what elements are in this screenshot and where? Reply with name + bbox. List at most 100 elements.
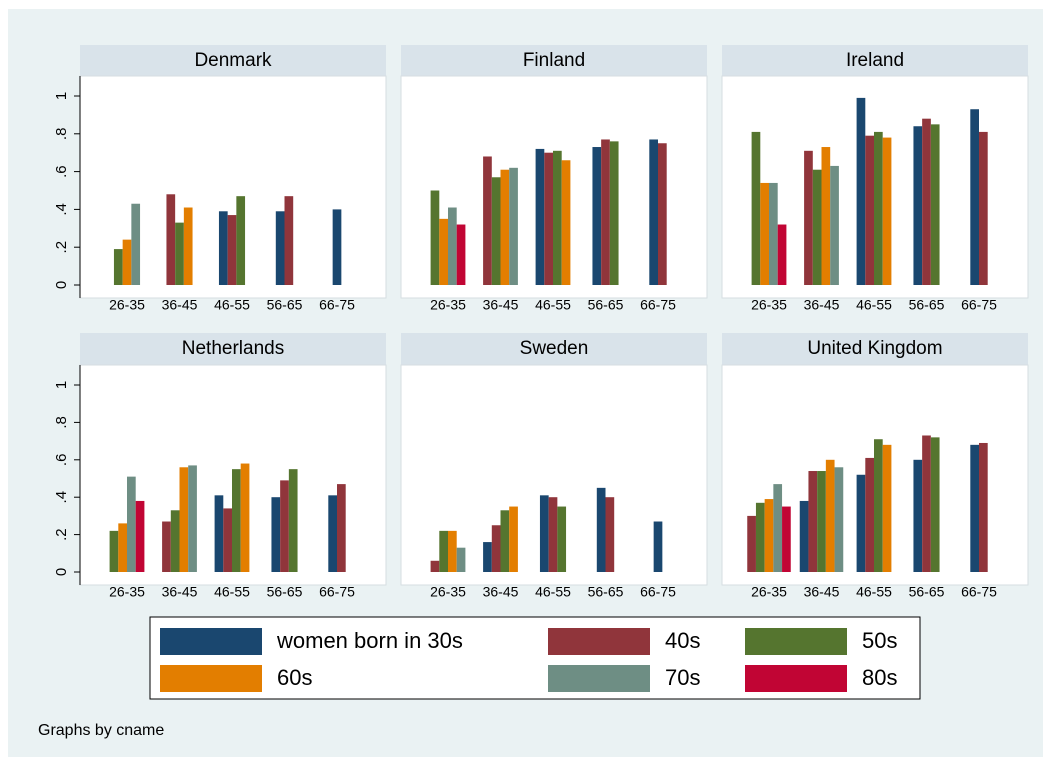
- note: Graphs by cname: [38, 722, 164, 739]
- panel-title: Denmark: [194, 50, 272, 71]
- bar: [188, 465, 197, 572]
- bar: [439, 530, 448, 572]
- legend-swatch: [548, 665, 650, 692]
- bar: [166, 194, 176, 285]
- x-tick-label: 26-35: [109, 584, 145, 600]
- bar: [777, 224, 787, 285]
- bar: [430, 190, 440, 285]
- bar: [227, 215, 237, 285]
- bar: [275, 211, 285, 285]
- bar: [649, 139, 658, 285]
- bar: [175, 222, 184, 285]
- x-tick-label: 46-55: [535, 584, 571, 600]
- x-tick-label: 36-45: [162, 297, 198, 313]
- panel-header: [401, 333, 707, 365]
- bar: [162, 521, 171, 572]
- bar: [456, 224, 466, 285]
- bar: [979, 131, 988, 285]
- bar: [448, 530, 457, 572]
- x-tick-label: 56-65: [267, 297, 303, 313]
- y-tick-label: 0: [53, 568, 70, 576]
- legend-swatch: [160, 665, 262, 692]
- bar: [544, 152, 553, 285]
- x-tick-label: 36-45: [483, 297, 519, 313]
- bar: [856, 474, 866, 572]
- bar: [548, 497, 558, 572]
- bar: [500, 169, 510, 285]
- legend-label: 70s: [665, 665, 700, 690]
- bar: [218, 211, 228, 285]
- y-tick-label: .6: [53, 165, 70, 178]
- bar: [605, 497, 615, 572]
- panel-header: [722, 45, 1028, 76]
- bar: [882, 444, 892, 572]
- bar: [509, 506, 518, 572]
- x-tick-label: 36-45: [162, 584, 198, 600]
- bar: [113, 249, 123, 285]
- bar: [930, 124, 940, 285]
- bar: [332, 209, 342, 285]
- bar: [865, 457, 874, 572]
- bar: [491, 177, 501, 285]
- x-tick-label: 26-35: [751, 297, 787, 313]
- bar: [804, 150, 813, 285]
- bar: [913, 459, 923, 572]
- bar: [817, 471, 826, 572]
- x-tick-label: 66-75: [319, 297, 355, 313]
- bar: [122, 239, 132, 285]
- bar: [214, 495, 224, 572]
- bar: [430, 560, 440, 572]
- bar: [535, 148, 545, 285]
- bar: [284, 196, 294, 285]
- bar: [922, 435, 931, 572]
- bar: [131, 203, 141, 285]
- bar: [179, 467, 189, 572]
- bar: [830, 165, 839, 285]
- x-tick-label: 66-75: [961, 297, 997, 313]
- bar: [288, 469, 298, 572]
- x-tick-label: 56-65: [909, 297, 945, 313]
- bar: [491, 525, 501, 572]
- legend-label: 80s: [862, 665, 897, 690]
- legend-label: 40s: [665, 628, 700, 653]
- bar: [561, 160, 571, 285]
- x-tick-label: 56-65: [588, 297, 624, 313]
- x-tick-label: 26-35: [109, 297, 145, 313]
- y-tick-label: .6: [53, 454, 70, 467]
- bar: [922, 118, 931, 286]
- x-tick-label: 36-45: [483, 584, 519, 600]
- bar: [170, 510, 180, 572]
- bar: [773, 484, 783, 572]
- y-tick-label: .2: [53, 241, 70, 254]
- x-tick-label: 26-35: [751, 584, 787, 600]
- x-tick-label: 66-75: [961, 584, 997, 600]
- panel-title: Netherlands: [182, 338, 284, 359]
- bar: [808, 471, 818, 572]
- x-tick-label: 26-35: [430, 297, 466, 313]
- bar: [236, 196, 246, 285]
- panel-header: [401, 45, 707, 76]
- bar: [747, 515, 756, 572]
- x-tick-label: 46-55: [535, 297, 571, 313]
- legend-label: 50s: [862, 628, 897, 653]
- bar: [557, 506, 567, 572]
- panel-title: Finland: [523, 50, 585, 71]
- panel-header: [722, 333, 1028, 365]
- bar: [882, 137, 892, 285]
- legend-swatch: [548, 628, 650, 655]
- panel-header: [80, 333, 386, 365]
- panel-title: Sweden: [520, 338, 589, 359]
- x-tick-label: 66-75: [640, 584, 676, 600]
- bar: [539, 495, 549, 572]
- bar: [825, 459, 835, 572]
- bar: [930, 437, 940, 572]
- bar: [280, 480, 289, 572]
- y-tick-label: 1: [53, 92, 70, 100]
- bar: [856, 97, 866, 285]
- x-tick-label: 46-55: [214, 584, 250, 600]
- bar: [109, 530, 119, 572]
- x-tick-label: 46-55: [856, 584, 892, 600]
- x-tick-label: 66-75: [319, 584, 355, 600]
- bar: [337, 484, 346, 572]
- y-tick-label: 0: [53, 281, 70, 289]
